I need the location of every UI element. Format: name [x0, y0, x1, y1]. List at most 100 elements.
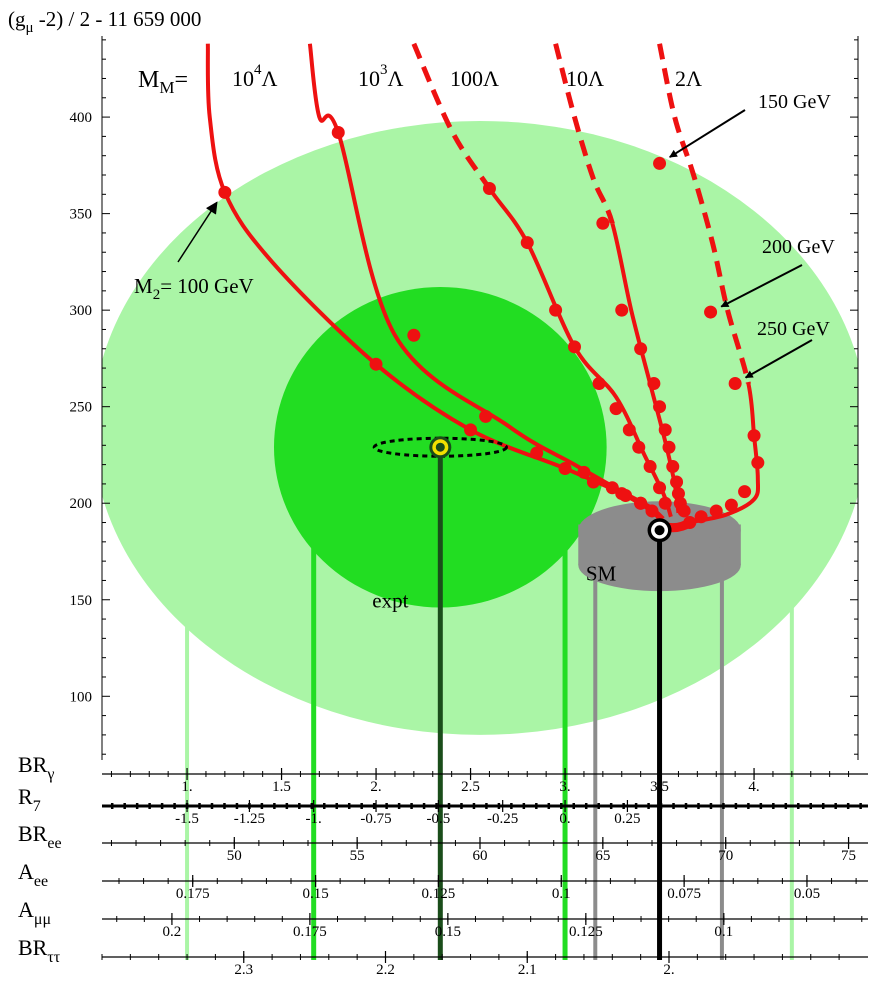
- series-solid-part: [687, 383, 761, 525]
- scale-label-sub: ee: [47, 835, 61, 852]
- series-marker: [671, 487, 685, 501]
- scale-label-base: A: [18, 897, 34, 922]
- series-line-dashed-4: [657, 43, 751, 384]
- series-marker: [609, 402, 623, 416]
- series-marker: [218, 185, 232, 199]
- series-line-4: [687, 383, 761, 525]
- series-marker: [666, 460, 680, 474]
- series-header-rest: Λ: [388, 66, 404, 91]
- series-marker: [634, 342, 648, 356]
- scale-label-sub: ee: [34, 873, 48, 890]
- expt-point-core: [435, 442, 445, 452]
- scale-label: R7: [18, 784, 41, 815]
- series-line-1: [307, 43, 665, 521]
- series-marker: [482, 182, 496, 196]
- series-marker: [647, 377, 661, 391]
- scale-tick-label: 1.5: [272, 779, 291, 795]
- series-line-dashed-2: [411, 42, 493, 189]
- series-marker: [751, 456, 765, 470]
- scale-tick-label: 0.075: [667, 886, 701, 902]
- annotation-gev-arrow: [744, 339, 813, 379]
- series-marker: [662, 440, 676, 454]
- series-marker: [369, 357, 383, 371]
- series-header-base: 10Λ: [566, 66, 604, 91]
- scale-label-sub: μμ: [34, 911, 51, 928]
- scale-tick-label: 2.: [370, 779, 381, 795]
- header-label-mm: MM=: [138, 67, 188, 97]
- series-marker: [670, 475, 684, 489]
- scale-tick-label: -1.25: [234, 811, 265, 827]
- series-marker: [658, 423, 672, 437]
- scale-label-base: BR: [18, 821, 48, 846]
- scale-label-base: BR: [18, 752, 48, 777]
- scale-tick-label: 0.1: [552, 886, 571, 902]
- series-marker: [520, 236, 534, 250]
- annotation-m2-rest: = 100 GeV: [160, 274, 254, 298]
- header-m-sub: M: [159, 78, 174, 97]
- region-label-expt: expt: [372, 588, 408, 612]
- scale-label: BRττ: [18, 935, 61, 966]
- series-marker: [694, 510, 708, 524]
- series-line-2: [487, 188, 673, 518]
- series-marker: [658, 496, 672, 510]
- scale-label: Aee: [18, 859, 48, 890]
- series-marker: [747, 429, 761, 443]
- y-tick-label: 400: [70, 110, 93, 126]
- series-marker: [619, 488, 633, 502]
- scale-tick-label: -0.5: [427, 811, 451, 827]
- scale-tick-label: 0.2: [163, 924, 182, 940]
- series-header-label: 2Λ: [675, 66, 702, 91]
- annotation-m2-sub: 2: [153, 287, 161, 303]
- scale-tick-label: -0.75: [360, 811, 391, 827]
- series-marker: [704, 305, 718, 319]
- header-eq: =: [174, 67, 188, 93]
- region-label-sm: SM: [586, 561, 617, 585]
- series-marker: [653, 481, 667, 495]
- series-marker: [724, 498, 738, 512]
- y-tick-label: 300: [70, 303, 93, 319]
- series-marker: [677, 504, 691, 518]
- scale-tick-label: 2.2: [376, 962, 395, 978]
- series-header: MM= 104Λ 103Λ 100Λ 10Λ 2Λ: [138, 62, 702, 97]
- series-dashed-part: [411, 42, 493, 189]
- scale-tick-label: 75: [841, 848, 856, 864]
- series-marker: [632, 440, 646, 454]
- scale-tick-label: 0.25: [614, 811, 640, 827]
- series-header-base: 100Λ: [450, 66, 499, 91]
- series-marker: [596, 216, 610, 230]
- series-marker: [709, 504, 723, 518]
- scale-tick-label: 0.1: [714, 924, 733, 940]
- scale-label-sub: γ: [46, 766, 54, 783]
- series-marker: [728, 377, 742, 391]
- series-marker: [615, 303, 629, 317]
- annotation-gev: 150 GeV: [758, 91, 831, 113]
- scale-tick-label: 70: [718, 848, 733, 864]
- annotation-gev-arrow: [720, 264, 803, 308]
- series-marker: [549, 303, 563, 317]
- scale-tick-label: 60: [473, 848, 488, 864]
- scale-tick-label: 0.: [559, 811, 570, 827]
- annotation-gev: 200 GeV: [762, 236, 835, 258]
- series-marker: [645, 504, 659, 518]
- scale-tick-label: 0.125: [569, 924, 603, 940]
- series-header-sup: 3: [380, 62, 388, 78]
- series-header-base: 2Λ: [675, 66, 702, 91]
- scale-tick-label: 3.: [559, 779, 570, 795]
- series-solid-part: [487, 188, 673, 518]
- y-tick-label: 350: [70, 207, 93, 223]
- scale-tick-label: 1.: [181, 779, 192, 795]
- series-header-label: 103Λ: [358, 62, 404, 91]
- series-marker: [331, 126, 345, 140]
- scale-tick-label: 2.1: [518, 962, 537, 978]
- scale-tick-label: 55: [350, 848, 365, 864]
- scale-tick-label: 2.3: [234, 962, 253, 978]
- series-marker: [407, 328, 421, 342]
- series-dashed-part: [657, 43, 751, 384]
- header-m: M: [138, 67, 159, 93]
- scale-label-base: A: [18, 859, 34, 884]
- series-header-rest: Λ: [262, 66, 278, 91]
- series-marker: [605, 481, 619, 495]
- scale-tick-label: 50: [227, 848, 242, 864]
